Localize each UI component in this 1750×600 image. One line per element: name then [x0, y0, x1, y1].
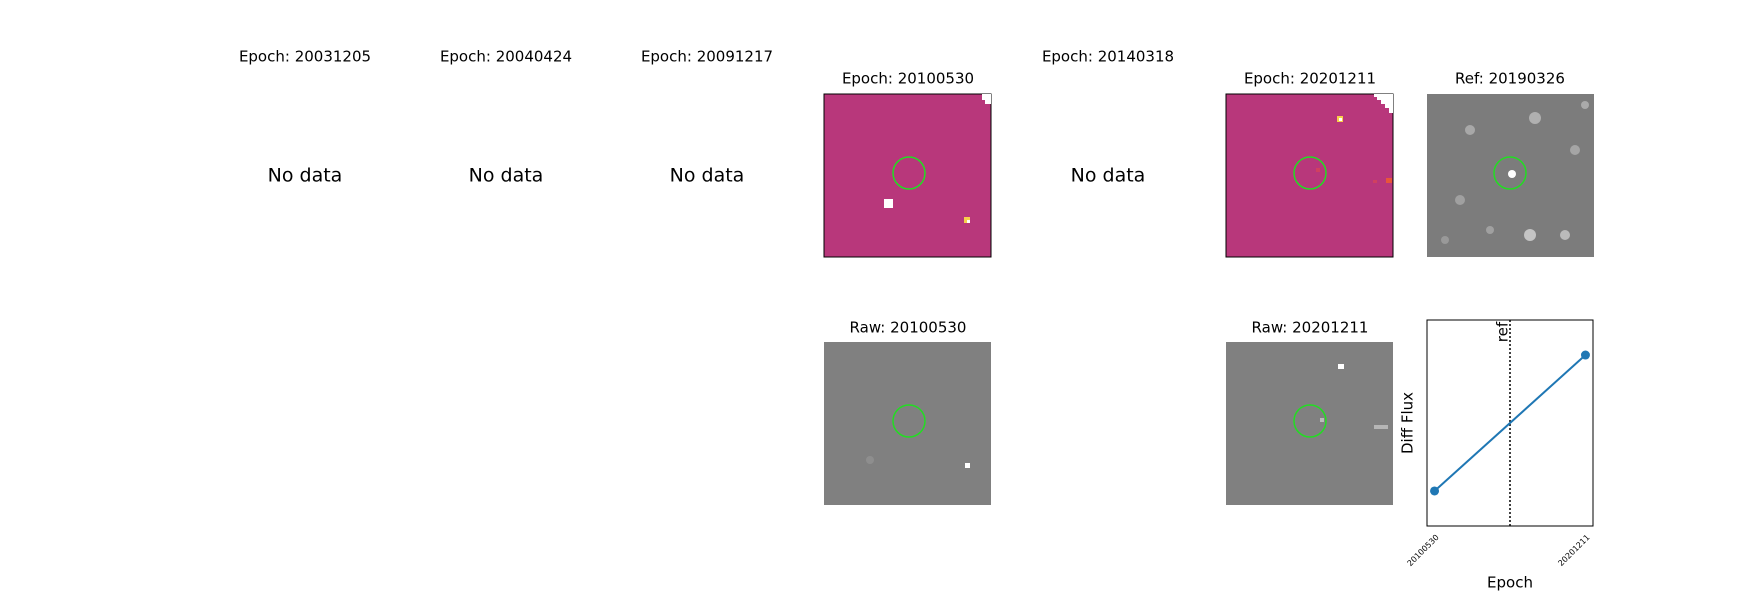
- x-tick-label: 20201211: [1556, 533, 1591, 568]
- raw-title: Raw: 20201211: [1252, 319, 1369, 337]
- ref-label: ref: [1494, 321, 1512, 342]
- y-axis-label: Diff Flux: [1399, 392, 1417, 454]
- raw-image: [824, 342, 991, 505]
- no-data: No data: [268, 165, 343, 187]
- diff-image: [823, 93, 992, 258]
- no-data: No data: [1071, 165, 1146, 187]
- line: [1433, 354, 1587, 492]
- panel-title: Epoch: 20100530: [842, 70, 974, 88]
- no-data: No data: [469, 165, 544, 187]
- diff-flux-chart: Diff Flux Epoch ref 20100530 20201211: [1399, 319, 1594, 592]
- panel-title: Epoch: 20091217: [641, 48, 773, 66]
- panel-title: Epoch: 20040424: [440, 48, 572, 66]
- point: [1430, 486, 1440, 496]
- x-tick-label: 20100530: [1406, 533, 1441, 568]
- raw-title: Raw: 20100530: [850, 319, 967, 337]
- x-axis-label: Epoch: [1487, 574, 1533, 592]
- no-data: No data: [670, 165, 745, 187]
- panel-title: Epoch: 20201211: [1244, 70, 1376, 88]
- point: [1580, 350, 1590, 360]
- panel-title: Epoch: 20031205: [239, 48, 371, 66]
- panel-title: Ref: 20190326: [1455, 70, 1565, 88]
- ref-image: [1427, 94, 1594, 257]
- diff-image: [1225, 93, 1394, 258]
- raw-image: [1226, 342, 1393, 505]
- panel-title: Epoch: 20140318: [1042, 48, 1174, 66]
